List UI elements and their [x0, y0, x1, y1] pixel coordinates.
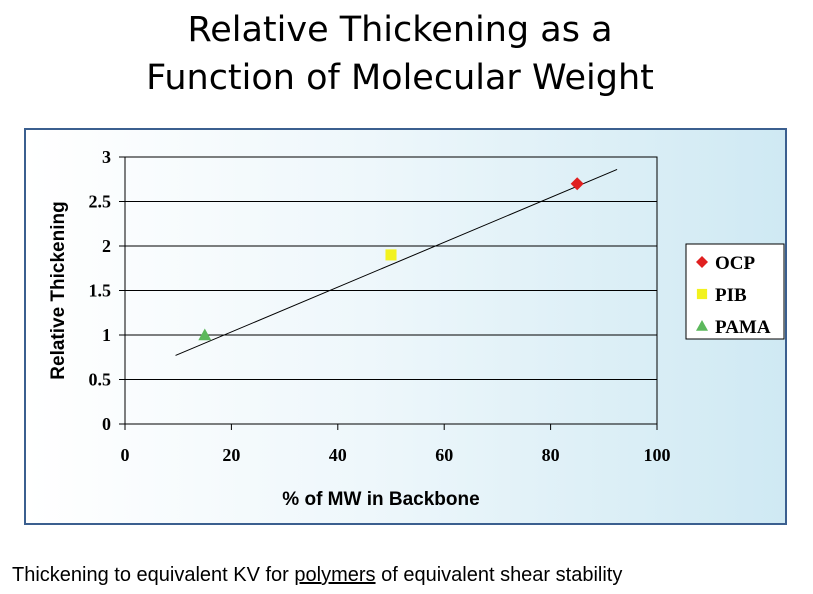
legend-marker-ocp: [696, 256, 708, 268]
x-tick-label: 60: [435, 445, 453, 465]
caption: Thickening to equivalent KV for polymers…: [12, 564, 622, 587]
x-tick-label: 20: [222, 445, 240, 465]
y-tick-label: 1: [102, 325, 111, 345]
slide-title-line-1: Relative Thickening as a: [187, 10, 613, 50]
y-tick-label: 2.5: [89, 192, 112, 212]
polymers-link[interactable]: polymers: [294, 564, 376, 586]
chart-panel: 0 0.5 1 1.5 2 2.5 3 0 20 40 60 80 100 Relative Thick…: [24, 128, 787, 525]
legend-marker-pama: [696, 320, 708, 331]
slide-title: Relative Thickening as a Function of Mol…: [0, 6, 800, 102]
legend-label-ocp: OCP: [715, 253, 756, 274]
legend-label-pama: PAMA: [715, 317, 771, 338]
x-tick-label: 100: [644, 445, 671, 465]
caption-text-start: Thickening to equivalent KV for: [12, 564, 295, 586]
data-point-pama: [198, 328, 212, 341]
data-point-ocp: [570, 177, 584, 191]
x-tick-label: 40: [329, 445, 347, 465]
legend-marker-pib: [696, 288, 708, 300]
y-tick-label: 1.5: [89, 281, 112, 301]
x-tick-label: 0: [121, 445, 130, 465]
y-tick-label: 3: [102, 147, 111, 167]
slide-title-line-2: Function of Molecular Weight: [146, 58, 654, 98]
y-tick-label: 0.5: [89, 370, 112, 390]
x-tick-label: 80: [542, 445, 560, 465]
y-axis-title: Relative Thickening: [48, 201, 69, 379]
y-tick-label: 2: [102, 236, 111, 256]
legend-label-pib: PIB: [715, 285, 747, 306]
trendline: [175, 168, 618, 356]
legend: OCP PIB PAMA: [685, 243, 785, 340]
scatter-chart: 0 0.5 1 1.5 2 2.5 3 0 20 40 60 80 100 Relative Thick…: [48, 147, 785, 510]
data-point-pib: [385, 249, 397, 261]
x-axis-title: % of MW in Backbone: [282, 489, 479, 510]
caption-text-end: of equivalent shear stability: [375, 564, 623, 586]
y-tick-label: 0: [102, 414, 111, 434]
